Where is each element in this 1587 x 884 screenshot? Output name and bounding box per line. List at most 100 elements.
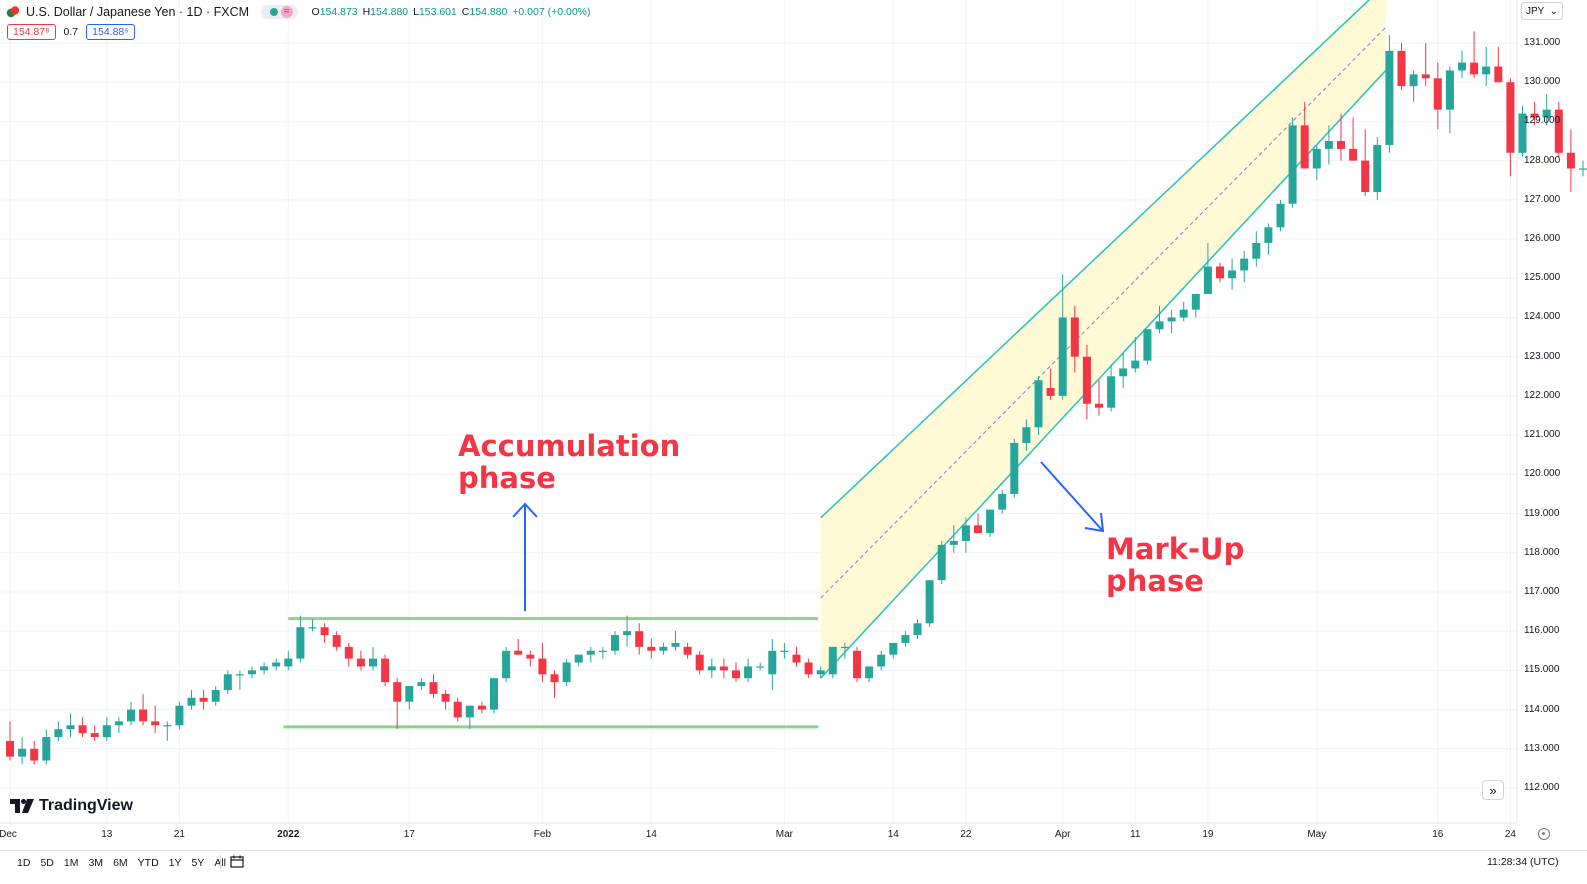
candle <box>381 654 390 687</box>
candle-body <box>1058 317 1067 396</box>
date-range-buttons: 1D5D1M3M6MYTD1Y5YAll <box>12 857 231 869</box>
candle-body <box>284 658 293 667</box>
candle <box>683 642 692 659</box>
candle-body <box>1324 141 1333 149</box>
currency-selector[interactable]: JPY ⌄ <box>1521 2 1563 20</box>
candle-body <box>1070 317 1079 357</box>
candle-body <box>356 658 365 667</box>
candle-body <box>90 733 99 738</box>
candle-body <box>1518 113 1527 153</box>
candle <box>538 642 547 683</box>
scroll-to-realtime-button[interactable]: » <box>1482 780 1504 800</box>
candle-body <box>562 662 571 683</box>
candle-body <box>816 670 825 675</box>
range-button-ytd[interactable]: YTD <box>137 857 159 869</box>
candle <box>1034 376 1043 436</box>
candle <box>187 689 196 710</box>
candle-body <box>211 689 220 702</box>
candle <box>1276 199 1285 232</box>
tradingview-logo[interactable]: TradingView <box>10 797 133 815</box>
candle-body <box>1470 62 1479 75</box>
utc-clock[interactable]: 11:28:34 (UTC) <box>1487 856 1559 868</box>
candle <box>1191 293 1200 318</box>
range-button-6m[interactable]: 6M <box>113 857 128 869</box>
candle-body <box>574 654 583 663</box>
candle-body <box>199 697 208 702</box>
candle-body <box>127 709 135 722</box>
candle <box>284 650 293 671</box>
time-tick-label: Dec <box>0 829 17 840</box>
candle <box>1058 274 1067 400</box>
candle-body <box>1337 141 1345 149</box>
candle <box>235 670 244 690</box>
candle <box>719 658 728 679</box>
candle <box>1482 46 1491 87</box>
time-tick-label: Feb <box>533 829 552 840</box>
market-status-pill[interactable]: ≈ <box>261 5 298 19</box>
candle-body <box>1458 62 1466 71</box>
range-button-1m[interactable]: 1M <box>63 857 79 869</box>
calendar-icon[interactable] <box>230 855 244 868</box>
buy-price-button[interactable]: 154.88⁵ <box>86 24 135 40</box>
candle <box>1022 419 1031 451</box>
high-value: 154.880 <box>370 6 409 18</box>
candle-body <box>187 697 196 706</box>
candle <box>949 525 958 553</box>
candle-body <box>1082 356 1091 404</box>
candle-body <box>986 509 995 534</box>
price-tick-label: 113.000 <box>1524 742 1560 754</box>
spread-value: 0.7 <box>63 26 79 38</box>
candle <box>1385 35 1394 153</box>
candle <box>792 646 801 667</box>
channel-fill <box>820 0 1386 679</box>
candle <box>296 615 305 663</box>
range-button-5y[interactable]: 5Y <box>191 857 205 869</box>
candle-body <box>477 705 486 710</box>
candle-body <box>756 666 765 668</box>
candle <box>1324 125 1333 165</box>
candle-body <box>1494 66 1503 83</box>
candle-body <box>998 493 1007 510</box>
candle-body <box>550 674 559 683</box>
candle-body <box>1216 266 1224 279</box>
candle <box>695 650 704 675</box>
candle <box>260 662 269 675</box>
candle-body <box>780 650 789 652</box>
time-tick-label: 19 <box>1202 829 1214 840</box>
symbol-title[interactable]: U.S. Dollar / Japanese Yen · 1D · FXCM <box>26 5 250 19</box>
candle-body <box>453 701 462 718</box>
range-button-1d[interactable]: 1D <box>17 857 31 869</box>
candle-body <box>163 725 172 727</box>
range-button-3m[interactable]: 3M <box>88 857 104 869</box>
range-button-5d[interactable]: 5D <box>40 857 54 869</box>
candle <box>768 639 777 690</box>
candle-body <box>260 666 269 671</box>
candle <box>1445 66 1454 134</box>
candle <box>114 717 123 734</box>
gear-icon[interactable] <box>1538 828 1550 840</box>
candle <box>937 540 946 585</box>
price-tick-label: 112.000 <box>1524 782 1560 793</box>
range-button-1y[interactable]: 1Y <box>168 857 182 869</box>
time-tick-label: 17 <box>403 829 415 840</box>
candle <box>635 623 644 655</box>
candle-body <box>344 646 353 659</box>
candle-body <box>175 705 184 726</box>
candle-body <box>320 627 329 636</box>
sell-price-button[interactable]: 154.87⁸ <box>7 24 56 40</box>
price-tick-label: 121.000 <box>1524 429 1561 441</box>
candle-body <box>840 646 849 649</box>
candle-body <box>1131 360 1140 369</box>
candle <box>42 729 51 765</box>
candle <box>744 658 753 683</box>
price-tick-label: 122.000 <box>1524 389 1561 401</box>
candle-body <box>1566 152 1575 169</box>
candle <box>211 686 220 706</box>
market-open-icon <box>270 8 279 16</box>
candle <box>1046 368 1055 400</box>
candle-body <box>30 748 39 761</box>
channel-median-line <box>820 26 1387 599</box>
candle-body <box>598 650 607 652</box>
candle <box>344 642 353 667</box>
